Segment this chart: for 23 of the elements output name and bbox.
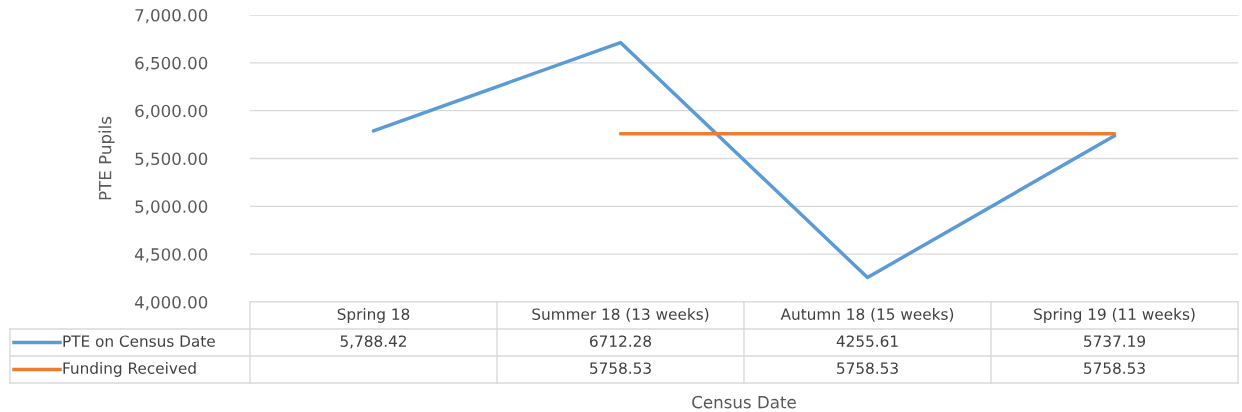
- y-tick-label: 6,000.00: [135, 104, 208, 119]
- y-axis-title: PTE Pupils: [98, 116, 115, 200]
- data-label: 5758.53: [1084, 362, 1145, 374]
- data-label: 5,788.42: [340, 335, 406, 349]
- y-tick-label: 5,500.00: [135, 152, 208, 167]
- y-tick-label: 7,000.00: [135, 8, 208, 24]
- data-label: 4255.61: [836, 335, 898, 347]
- y-tick-label: 6,500.00: [135, 56, 208, 72]
- y-tick-label: 4,500.00: [134, 248, 208, 263]
- x-tick-label: Summer 18 (13 weeks): [532, 308, 709, 322]
- y-tick-label: 5,000.00: [135, 200, 208, 215]
- data-label: 6712.28: [589, 335, 652, 347]
- legend-label: Funding Received: [63, 362, 196, 377]
- data-label: 5758.53: [837, 362, 898, 374]
- data-label: 5758.53: [590, 362, 651, 374]
- x-tick-label: Autumn 18 (15 weeks): [780, 308, 954, 322]
- x-axis-title: Census Date: [692, 395, 796, 409]
- y-tick-label: 4,000.00: [134, 295, 208, 311]
- data-label: 5737.19: [1084, 335, 1146, 347]
- line-series: [371, 40, 1117, 280]
- x-tick-label: Spring 18: [337, 308, 410, 323]
- x-tick-label: Spring 19 (11 weeks): [1034, 308, 1195, 323]
- legend-label: PTE on Census Date: [63, 335, 215, 347]
